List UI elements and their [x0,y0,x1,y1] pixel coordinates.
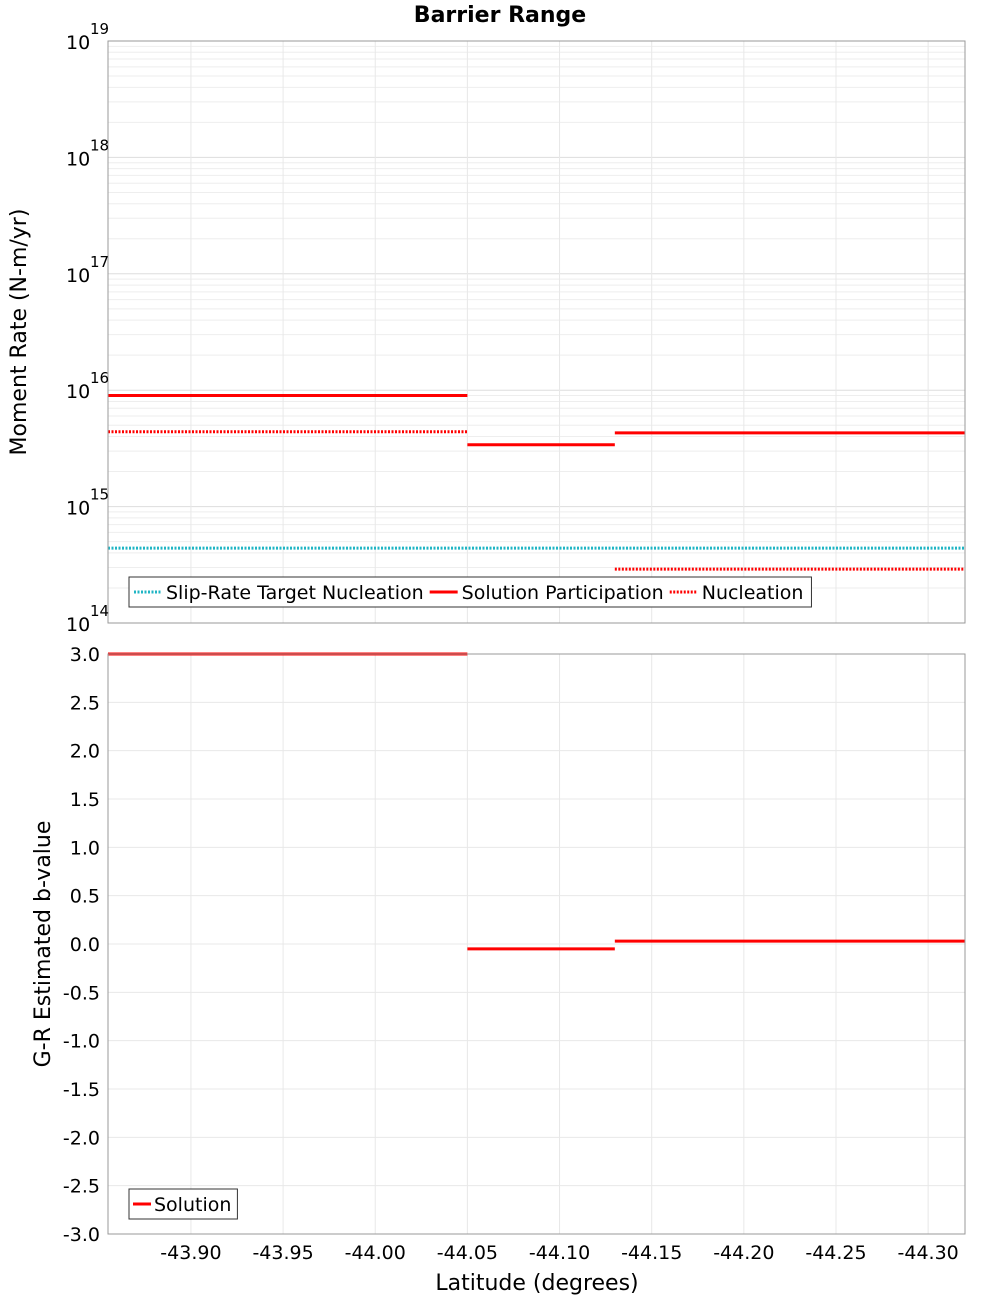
bottom-y-tick-label: -0.5 [63,982,100,1004]
top-legend: Slip-Rate Target Nucleation Solution Part… [128,576,812,608]
top-y-tick-base: 10 [66,498,90,520]
bottom-legend-label: Solution [154,1194,231,1216]
bottom-y-tick-labels: 3.0 2.5 2.0 1.5 1.0 0.5 0.0 -0.5 -1.0 -1.5 -2.0 -2.… [63,644,100,1246]
bottom-y-tick-label: -1.0 [63,1031,100,1053]
top-series-lines [108,394,965,585]
bottom-y-tick-label: 2.5 [70,692,100,714]
x-tick-label: -43.90 [160,1242,221,1264]
chart-title: Barrier Range [414,3,586,28]
bottom-y-axis-title: G-R Estimated b-value [31,821,56,1068]
top-legend-box [128,576,812,608]
bottom-y-tick-label: 0.0 [70,934,100,956]
bottom-y-tick-label: -1.5 [63,1079,100,1101]
bottom-y-tick-label: 0.5 [70,886,100,908]
bottom-legend: Solution [128,1188,238,1220]
x-tick-label: -44.05 [437,1242,498,1264]
bottom-y-tick-label: -3.0 [63,1224,100,1246]
top-legend-label: Solution Participation [462,582,664,604]
bottom-x-tick-labels: -43.90 -43.95 -44.00 -44.05 -44.10 -44.15 -44.… [160,1242,958,1264]
bottom-y-tick-label: 1.5 [70,789,100,811]
top-y-tick-exponent: 15 [90,486,109,504]
x-tick-label: -44.10 [529,1242,590,1264]
x-axis-title: Latitude (degrees) [435,1271,638,1296]
x-tick-label: -44.30 [898,1242,959,1264]
top-y-tick-exponent: 17 [90,253,109,271]
top-legend-label: Nucleation [702,582,804,604]
top-y-tick-base: 10 [66,265,90,287]
bottom-y-tick-label: 2.0 [70,741,100,763]
top-legend-label: Slip-Rate Target Nucleation [166,582,424,604]
bottom-plot-border [107,653,966,1235]
top-y-tick-exponent: 16 [90,369,109,387]
top-plot-border [107,40,966,624]
bottom-y-tick-label: -2.0 [63,1127,100,1149]
bottom-y-tick-label: -2.5 [63,1176,100,1198]
bottom-plot-panel: 3.0 2.5 2.0 1.5 1.0 0.5 0.0 -0.5 -1.0 -1.5 -2.0 -2.… [31,644,966,1296]
x-tick-label: -44.20 [713,1242,774,1264]
top-y-tick-base: 10 [66,614,90,636]
bottom-y-tick-label: 3.0 [70,644,100,666]
x-tick-label: -44.15 [621,1242,682,1264]
bottom-y-tick-label: 1.0 [70,837,100,859]
top-y-tick-exponent: 19 [90,20,109,38]
top-y-tick-base: 10 [66,381,90,403]
top-plot-area [108,41,965,623]
top-y-tick-exponent: 18 [90,136,109,154]
top-y-tick-base: 10 [66,32,90,54]
x-tick-label: -44.00 [345,1242,406,1264]
top-gridlines [108,41,965,624]
x-tick-label: -43.95 [252,1242,313,1264]
top-y-axis-title: Moment Rate (N-m/yr) [7,209,32,456]
top-y-tick-exponent: 14 [90,602,109,620]
x-tick-label: -44.25 [805,1242,866,1264]
top-y-tick-base: 10 [66,148,90,170]
